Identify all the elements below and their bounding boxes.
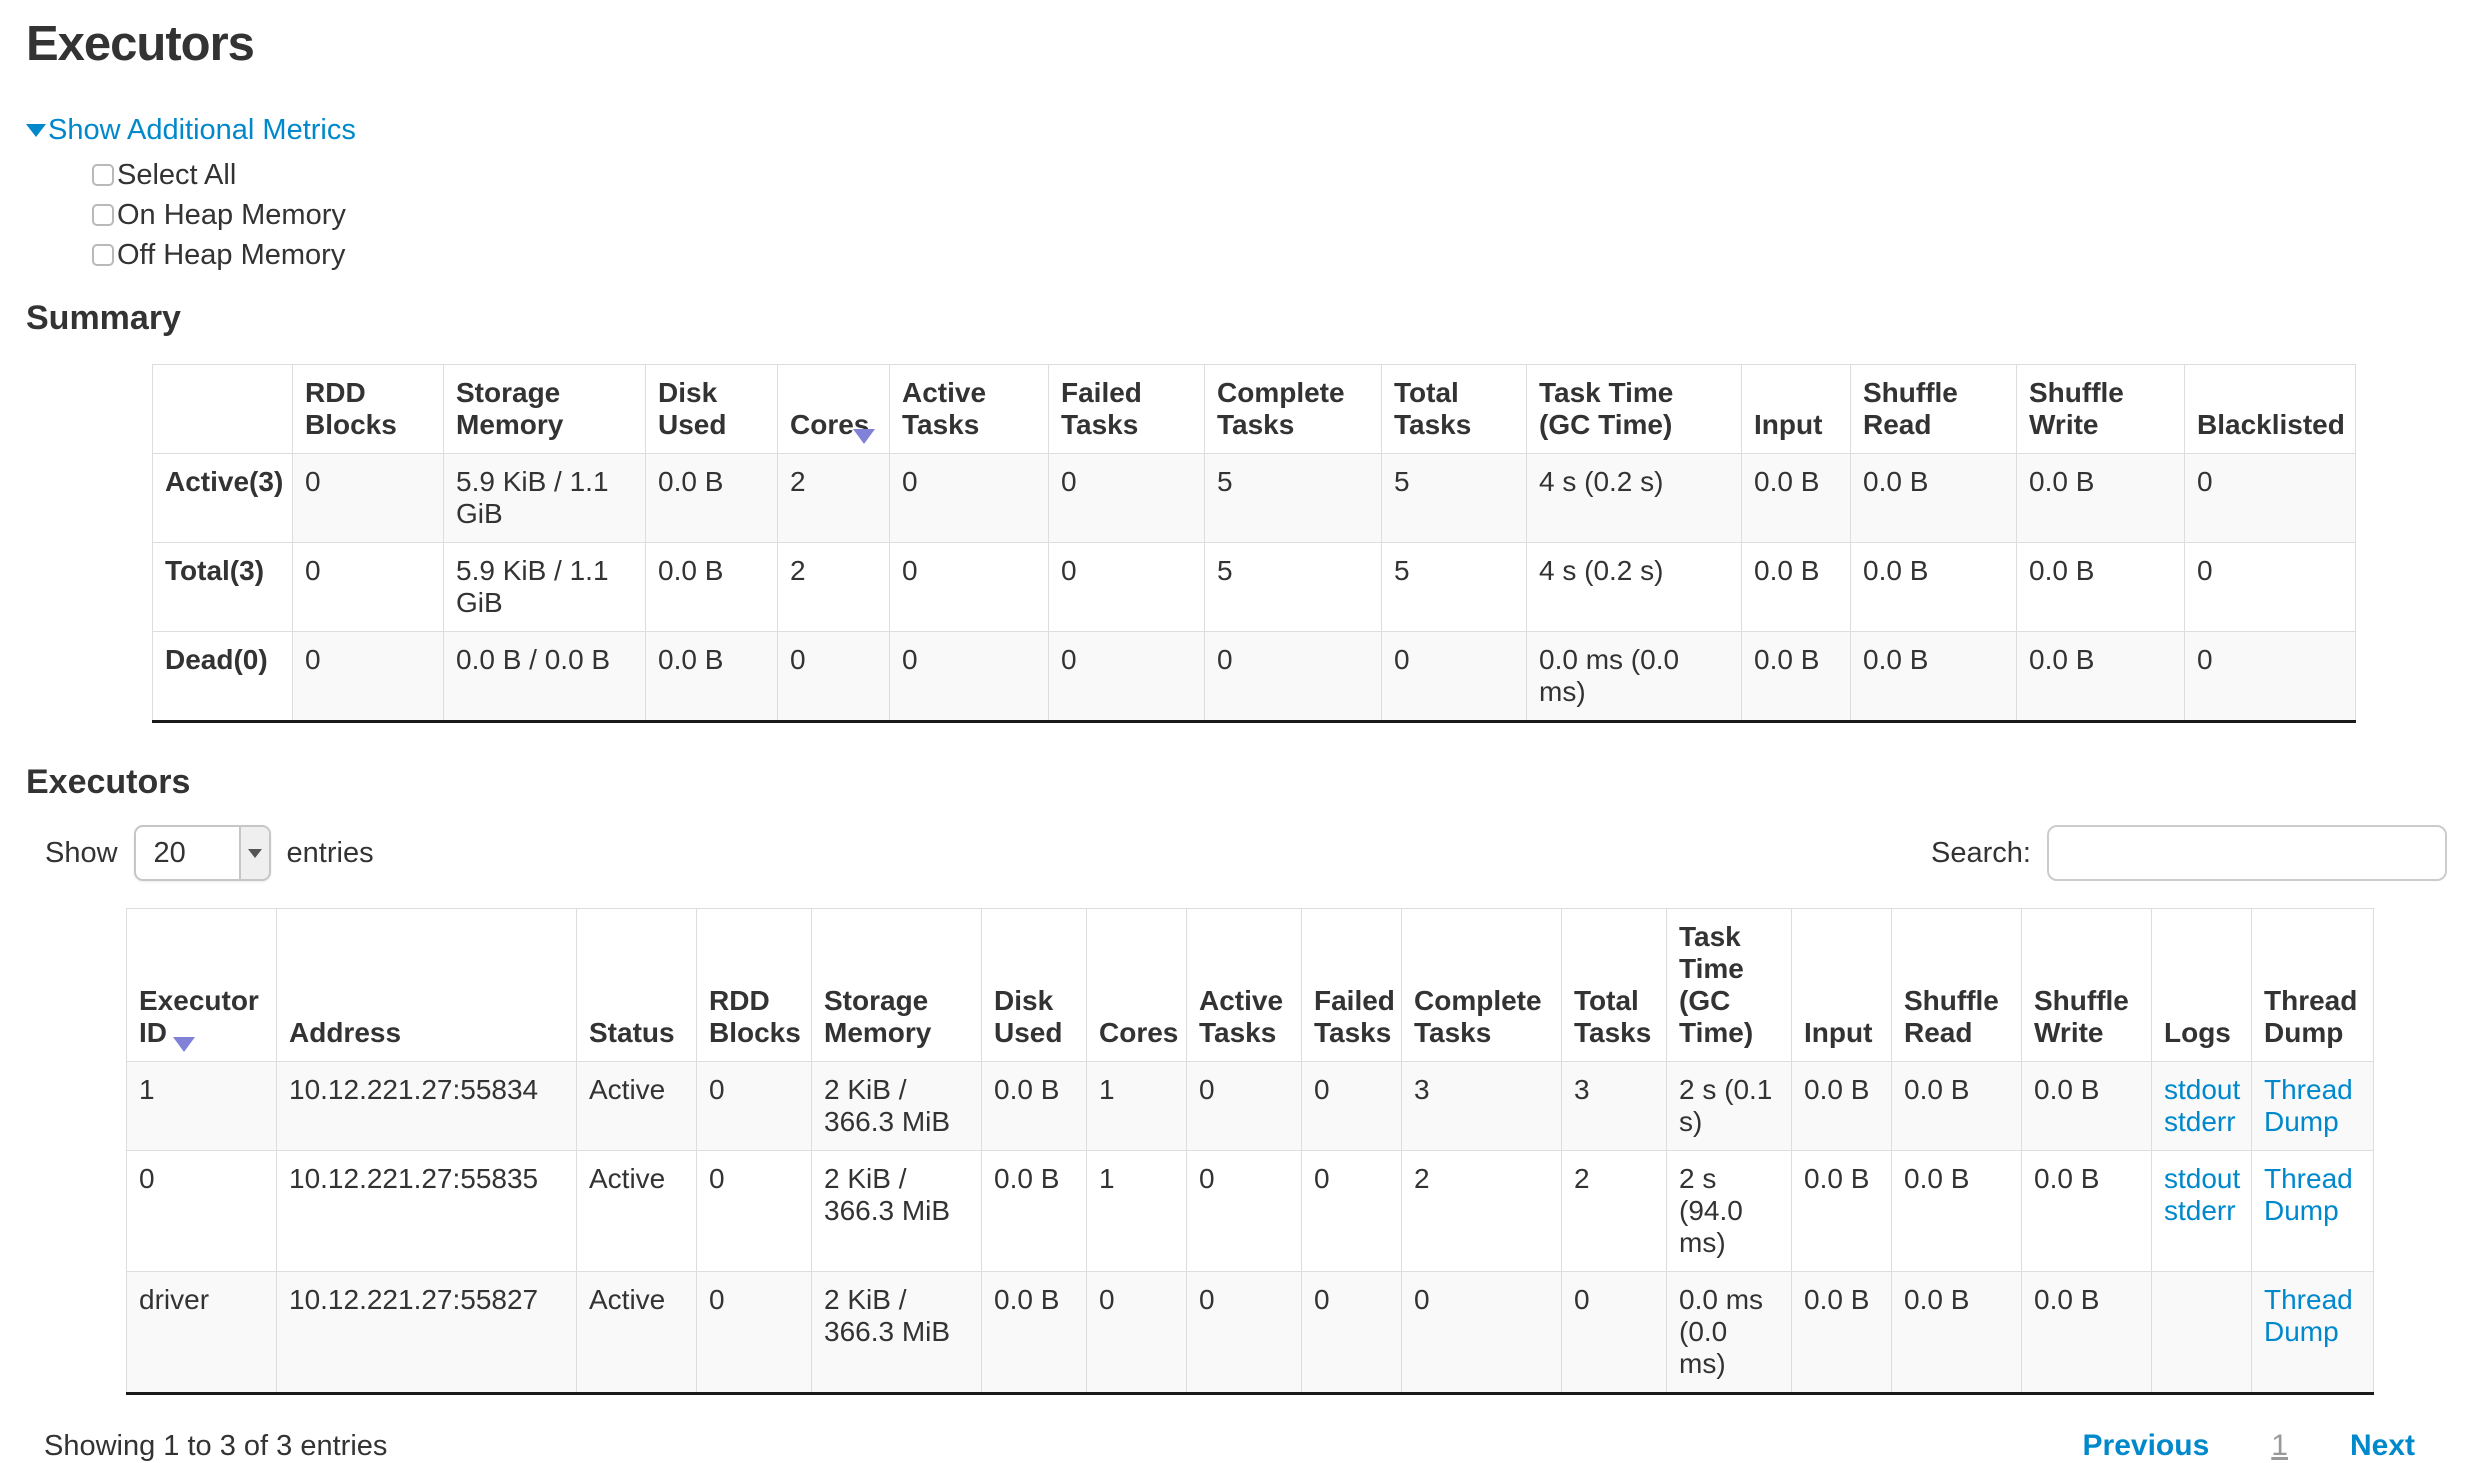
summary-header-row: RDD Blocks Storage Memory Disk Used Core… bbox=[152, 364, 2356, 454]
off-heap-memory-label: Off Heap Memory bbox=[117, 238, 346, 271]
executors-col-cores[interactable]: Cores bbox=[1086, 908, 1187, 1062]
thread-dump-link[interactable]: Thread Dump bbox=[2264, 1284, 2353, 1347]
thread-dump-cell: Thread Dump bbox=[2251, 1061, 2374, 1151]
metrics-checkbox-list: Select All On Heap Memory Off Heap Memor… bbox=[92, 155, 2466, 275]
summary-row-dead: Dead(0) 0 0.0 B / 0.0 B 0.0 B 0 0 0 0 0 … bbox=[152, 631, 2356, 722]
select-all-checkbox[interactable] bbox=[92, 164, 114, 186]
executors-col-rdd-blocks[interactable]: RDD Blocks bbox=[696, 908, 812, 1062]
page-size-value: 20 bbox=[153, 836, 186, 869]
pagination: Previous 1 Next bbox=[2083, 1429, 2415, 1463]
executors-col-failed-tasks[interactable]: Failed Tasks bbox=[1301, 908, 1402, 1062]
summary-row-label: Total(3) bbox=[152, 542, 293, 632]
sort-desc-icon bbox=[853, 429, 875, 444]
previous-page-button[interactable]: Previous bbox=[2082, 1429, 2210, 1462]
show-additional-metrics-label: Show Additional Metrics bbox=[48, 114, 356, 146]
entries-label: entries bbox=[286, 836, 374, 869]
search-input[interactable] bbox=[2047, 825, 2447, 881]
metrics-option-on-heap: On Heap Memory bbox=[92, 195, 2466, 235]
stdout-link[interactable]: stdout bbox=[2164, 1163, 2241, 1194]
executors-col-executor-id[interactable]: Executor ID bbox=[126, 908, 277, 1062]
show-additional-metrics-link[interactable]: Show Additional Metrics bbox=[26, 114, 356, 147]
executors-heading: Executors bbox=[26, 763, 191, 801]
thread-dump-cell: Thread Dump bbox=[2251, 1271, 2374, 1394]
summary-row-label: Active(3) bbox=[152, 453, 293, 543]
page-title: Executors bbox=[26, 17, 255, 71]
search-label: Search: bbox=[1931, 836, 2031, 869]
metrics-option-select-all: Select All bbox=[92, 155, 2466, 195]
summary-col-blacklisted[interactable]: Blacklisted bbox=[2184, 364, 2356, 454]
additional-metrics-block: Show Additional Metrics Select All On He… bbox=[26, 112, 2466, 275]
executors-col-logs[interactable]: Logs bbox=[2151, 908, 2252, 1062]
summary-col-disk-used[interactable]: Disk Used bbox=[645, 364, 778, 454]
summary-row-total: Total(3) 0 5.9 KiB / 1.1 GiB 0.0 B 2 0 0… bbox=[152, 542, 2356, 632]
executor-id-cell: 1 bbox=[126, 1061, 277, 1151]
executors-col-status[interactable]: Status bbox=[576, 908, 697, 1062]
thread-dump-cell: Thread Dump bbox=[2251, 1150, 2374, 1272]
stderr-link[interactable]: stderr bbox=[2164, 1106, 2236, 1137]
executors-col-total-tasks[interactable]: Total Tasks bbox=[1561, 908, 1667, 1062]
executor-row: driver 10.12.221.27:55827 Active 0 2 KiB… bbox=[126, 1271, 2374, 1394]
summary-col-total-tasks[interactable]: Total Tasks bbox=[1381, 364, 1527, 454]
summary-col-shuffle-write[interactable]: Shuffle Write bbox=[2016, 364, 2185, 454]
summary-col-storage-memory[interactable]: Storage Memory bbox=[443, 364, 646, 454]
current-page-button[interactable]: 1 bbox=[2271, 1429, 2288, 1462]
sort-desc-icon bbox=[173, 1037, 195, 1052]
summary-row-active: Active(3) 0 5.9 KiB / 1.1 GiB 0.0 B 2 0 … bbox=[152, 453, 2356, 543]
executor-id-cell: driver bbox=[126, 1271, 277, 1394]
executors-col-address[interactable]: Address bbox=[276, 908, 577, 1062]
executors-col-task-time[interactable]: Task Time (GC Time) bbox=[1666, 908, 1792, 1062]
executor-id-cell: 0 bbox=[126, 1150, 277, 1272]
executors-col-disk-used[interactable]: Disk Used bbox=[981, 908, 1087, 1062]
page-size-select[interactable]: 20 bbox=[133, 825, 271, 881]
search-control: Search: bbox=[1931, 825, 2447, 881]
summary-col-blank[interactable] bbox=[152, 364, 293, 454]
page-length-control: Show 20 entries bbox=[45, 825, 374, 881]
executors-col-active-tasks[interactable]: Active Tasks bbox=[1186, 908, 1302, 1062]
table-info-text: Showing 1 to 3 of 3 entries bbox=[44, 1429, 388, 1462]
executors-col-shuffle-read[interactable]: Shuffle Read bbox=[1891, 908, 2022, 1062]
summary-col-rdd-blocks[interactable]: RDD Blocks bbox=[292, 364, 444, 454]
executors-header-row: Executor ID Address Status RDD Blocks St… bbox=[126, 908, 2374, 1062]
executors-table: Executor ID Address Status RDD Blocks St… bbox=[126, 908, 2374, 1395]
on-heap-memory-label: On Heap Memory bbox=[117, 198, 346, 231]
executors-col-shuffle-write[interactable]: Shuffle Write bbox=[2021, 908, 2152, 1062]
caret-down-icon bbox=[247, 848, 262, 858]
logs-cell bbox=[2151, 1271, 2252, 1394]
summary-heading: Summary bbox=[26, 299, 181, 337]
summary-table: RDD Blocks Storage Memory Disk Used Core… bbox=[152, 364, 2356, 723]
off-heap-memory-checkbox[interactable] bbox=[92, 244, 114, 266]
summary-col-failed-tasks[interactable]: Failed Tasks bbox=[1048, 364, 1205, 454]
executors-datatable-wrapper: Show 20 entries Search: Executor ID Addr… bbox=[44, 824, 2447, 1463]
logs-cell: stdout stderr bbox=[2151, 1061, 2252, 1151]
executors-col-complete-tasks[interactable]: Complete Tasks bbox=[1401, 908, 1562, 1062]
summary-row-label: Dead(0) bbox=[152, 631, 293, 722]
summary-col-cores[interactable]: Cores bbox=[777, 364, 890, 454]
select-dropdown-button bbox=[238, 827, 269, 879]
summary-col-complete-tasks[interactable]: Complete Tasks bbox=[1204, 364, 1382, 454]
summary-col-shuffle-read[interactable]: Shuffle Read bbox=[1850, 364, 2017, 454]
executors-col-input[interactable]: Input bbox=[1791, 908, 1892, 1062]
show-label: Show bbox=[45, 836, 118, 869]
metrics-option-off-heap: Off Heap Memory bbox=[92, 235, 2466, 275]
executor-row: 1 10.12.221.27:55834 Active 0 2 KiB / 36… bbox=[126, 1061, 2374, 1151]
next-page-button[interactable]: Next bbox=[2349, 1429, 2415, 1462]
thread-dump-link[interactable]: Thread Dump bbox=[2264, 1163, 2353, 1226]
executor-row: 0 10.12.221.27:55835 Active 0 2 KiB / 36… bbox=[126, 1150, 2374, 1272]
logs-cell: stdout stderr bbox=[2151, 1150, 2252, 1272]
summary-col-active-tasks[interactable]: Active Tasks bbox=[889, 364, 1049, 454]
executors-col-storage-memory[interactable]: Storage Memory bbox=[811, 908, 982, 1062]
select-all-label: Select All bbox=[117, 158, 237, 191]
caret-down-icon bbox=[26, 124, 46, 137]
thread-dump-link[interactable]: Thread Dump bbox=[2264, 1074, 2353, 1137]
on-heap-memory-checkbox[interactable] bbox=[92, 204, 114, 226]
stderr-link[interactable]: stderr bbox=[2164, 1195, 2236, 1226]
summary-col-task-time[interactable]: Task Time (GC Time) bbox=[1526, 364, 1742, 454]
stdout-link[interactable]: stdout bbox=[2164, 1074, 2241, 1105]
executors-col-thread-dump[interactable]: Thread Dump bbox=[2251, 908, 2374, 1062]
summary-col-input[interactable]: Input bbox=[1741, 364, 1851, 454]
